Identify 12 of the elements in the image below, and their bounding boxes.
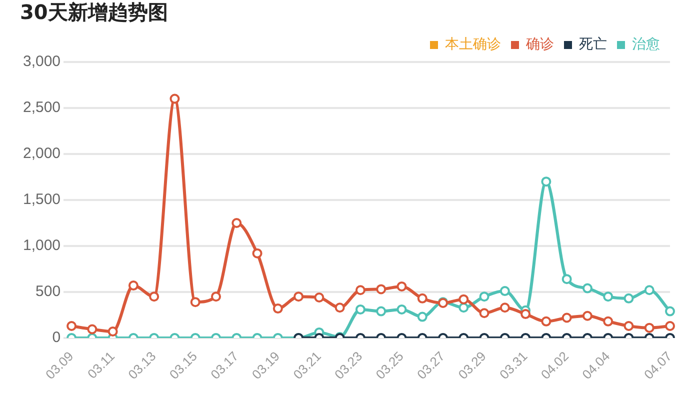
chart-title: 30天新增趋势图 xyxy=(20,0,168,24)
legend-label: 确诊 xyxy=(525,36,554,53)
y-tick-label: 2,500 xyxy=(22,99,61,116)
y-tick-label: 2,000 xyxy=(22,145,61,162)
legend-label: 本土确诊 xyxy=(445,36,501,53)
legend-label: 治愈 xyxy=(632,36,660,53)
legend-label: 死亡 xyxy=(579,36,607,53)
y-tick-label: 500 xyxy=(36,283,61,300)
y-tick-label: 3,000 xyxy=(22,53,61,70)
y-tick-label: 1,500 xyxy=(22,191,61,208)
y-tick-label: 0 xyxy=(52,329,61,346)
y-tick-label: 1,000 xyxy=(22,237,61,254)
